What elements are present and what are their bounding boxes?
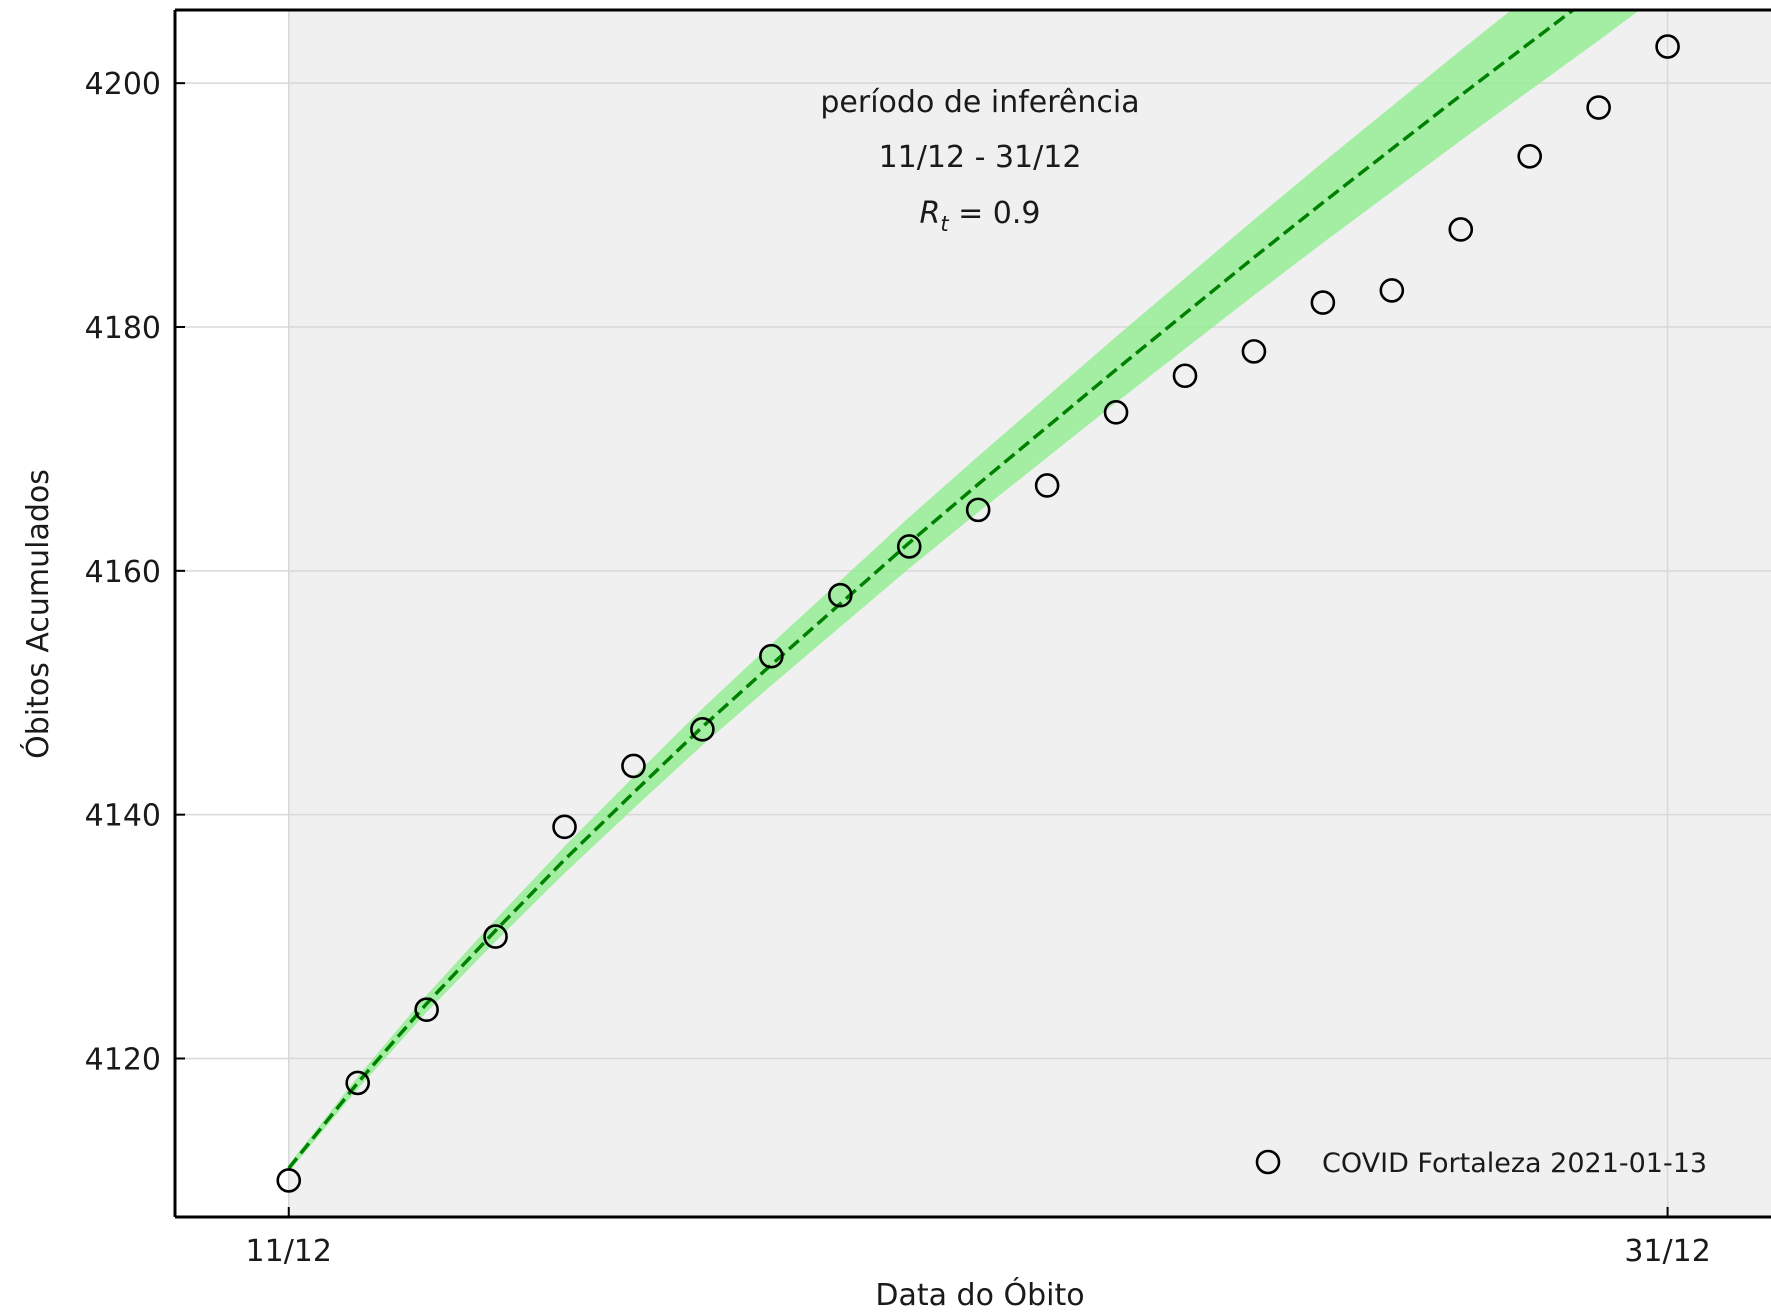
rt-value: = 0.9 bbox=[949, 196, 1041, 231]
data-point bbox=[414, 997, 439, 1023]
data-point bbox=[1379, 278, 1405, 303]
data-point bbox=[896, 534, 922, 559]
y-tick-label: 4140 bbox=[85, 799, 161, 834]
data-point bbox=[1448, 217, 1474, 242]
legend-marker bbox=[1255, 1149, 1281, 1175]
x-axis-label: Data do Óbito bbox=[875, 1276, 1084, 1312]
data-point bbox=[1655, 34, 1680, 59]
data-point bbox=[965, 497, 991, 523]
data-point bbox=[276, 1168, 302, 1193]
x-tick-label: 31/12 bbox=[1624, 1234, 1710, 1269]
data-point bbox=[1241, 339, 1267, 364]
data-point bbox=[1586, 95, 1611, 120]
data-point bbox=[827, 582, 853, 608]
data-point bbox=[759, 643, 784, 669]
data-point bbox=[552, 814, 577, 840]
legend: COVID Fortaleza 2021-01-13 bbox=[1255, 1148, 1707, 1179]
x-tick-label: 11/12 bbox=[246, 1234, 332, 1269]
y-tick-label: 4200 bbox=[85, 67, 161, 102]
y-tick-label: 4120 bbox=[85, 1043, 161, 1078]
grid bbox=[175, 10, 1771, 1217]
inference-period-shade bbox=[288, 10, 1771, 1217]
annotation-title: período de inferência bbox=[820, 85, 1139, 120]
annotation-period: 11/12 - 31/12 bbox=[879, 140, 1082, 175]
data-point bbox=[1517, 144, 1543, 169]
data-point bbox=[345, 1070, 370, 1096]
rt-symbol: R bbox=[919, 196, 940, 231]
data-point bbox=[1103, 400, 1129, 425]
annotation-rt: Rt = 0.9 bbox=[919, 196, 1040, 236]
data-point bbox=[483, 924, 508, 949]
axes-frame bbox=[173, 8, 1771, 1219]
ticks: 4120 4140 4160 4180 4200 11/12 31/12 bbox=[85, 67, 1711, 1269]
y-tick-label: 4180 bbox=[85, 311, 161, 346]
rt-subscript: t bbox=[940, 212, 949, 236]
data-point bbox=[621, 753, 646, 779]
data-point bbox=[1172, 363, 1198, 389]
data-point bbox=[1034, 473, 1060, 498]
y-axis-label: Óbitos Acumulados bbox=[19, 469, 56, 759]
y-tick-label: 4160 bbox=[85, 555, 161, 590]
data-point bbox=[690, 717, 715, 742]
data-points bbox=[276, 34, 1680, 1193]
data-point bbox=[1310, 290, 1336, 315]
legend-label: COVID Fortaleza 2021-01-13 bbox=[1322, 1148, 1707, 1179]
plot-area bbox=[175, 10, 1771, 1217]
model-line bbox=[287, 10, 1576, 1170]
